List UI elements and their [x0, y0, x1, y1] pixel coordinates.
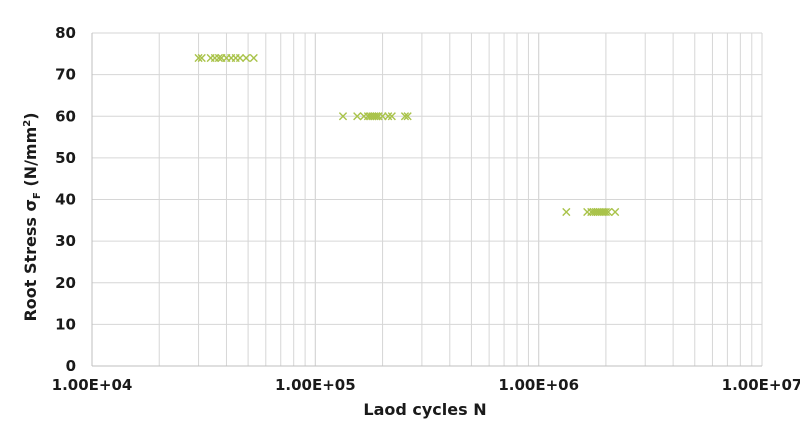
data-point [235, 53, 245, 63]
data-point-stroke [384, 112, 393, 121]
data-point [210, 53, 219, 63]
y-tick-label: 60 [55, 107, 76, 125]
data-point-stroke [387, 112, 396, 121]
data-point-stroke [601, 207, 610, 217]
data-point-stroke [400, 112, 410, 121]
x-tick-label: 1.00E+04 [52, 376, 133, 394]
data-points [194, 53, 620, 217]
data-point [197, 53, 206, 63]
data-point-stroke [235, 53, 245, 63]
y-tick-label: 20 [55, 274, 76, 292]
data-point-stroke [562, 207, 571, 217]
y-axis-title: Root Stress σF (N/mm2) [21, 112, 43, 321]
x-axis-title: Laod cycles N [363, 400, 486, 419]
y-tick-label: 30 [55, 232, 76, 250]
data-point [214, 53, 223, 63]
y-axis-title-main: Root Stress σ [21, 199, 40, 322]
data-point-stroke [338, 112, 348, 121]
y-tick-label: 80 [55, 24, 76, 42]
y-tick-label: 10 [55, 315, 76, 333]
x-tick-label: 1.00E+06 [498, 376, 579, 394]
data-point [604, 207, 613, 217]
y-tick-label: 70 [55, 66, 76, 84]
data-point [372, 112, 381, 121]
data-point [242, 53, 251, 63]
y-axis-title-superscript: 2 [22, 120, 33, 127]
data-point-stroke [611, 207, 620, 217]
y-axis-title-unit: (N/mm [21, 127, 40, 192]
y-axis-title-subscript: F [32, 192, 43, 199]
data-point-stroke [403, 112, 412, 121]
data-point [249, 53, 258, 63]
y-tick-label: 0 [66, 357, 76, 375]
data-point-stroke [604, 207, 613, 217]
data-point-stroke [242, 53, 251, 63]
data-point-stroke [372, 112, 381, 121]
data-point-stroke [214, 53, 223, 63]
data-point-stroke [197, 53, 206, 63]
data-point [611, 207, 620, 217]
data-point [338, 112, 348, 121]
data-point [400, 112, 410, 121]
x-tick-label: 1.00E+07 [722, 376, 800, 394]
data-point-stroke [194, 53, 203, 63]
data-point [403, 112, 412, 121]
tick-labels: 0 10 20 30 40 50 60 70 80 1.00E+04 1.00E+05 1.00E+0… [52, 24, 800, 394]
grid [91, 32, 763, 367]
data-point [384, 112, 393, 121]
y-tick-label: 40 [55, 191, 76, 209]
data-point [601, 207, 610, 217]
data-point [583, 207, 592, 217]
y-tick-label: 50 [55, 149, 76, 167]
axes [91, 33, 762, 367]
data-point-stroke [249, 53, 258, 63]
data-point [353, 112, 362, 121]
x-tick-label: 1.00E+05 [275, 376, 356, 394]
data-point [562, 207, 571, 217]
data-point-stroke [353, 112, 362, 121]
y-axis-title-close: ) [21, 112, 40, 119]
data-point [194, 53, 203, 63]
data-point [387, 112, 396, 121]
